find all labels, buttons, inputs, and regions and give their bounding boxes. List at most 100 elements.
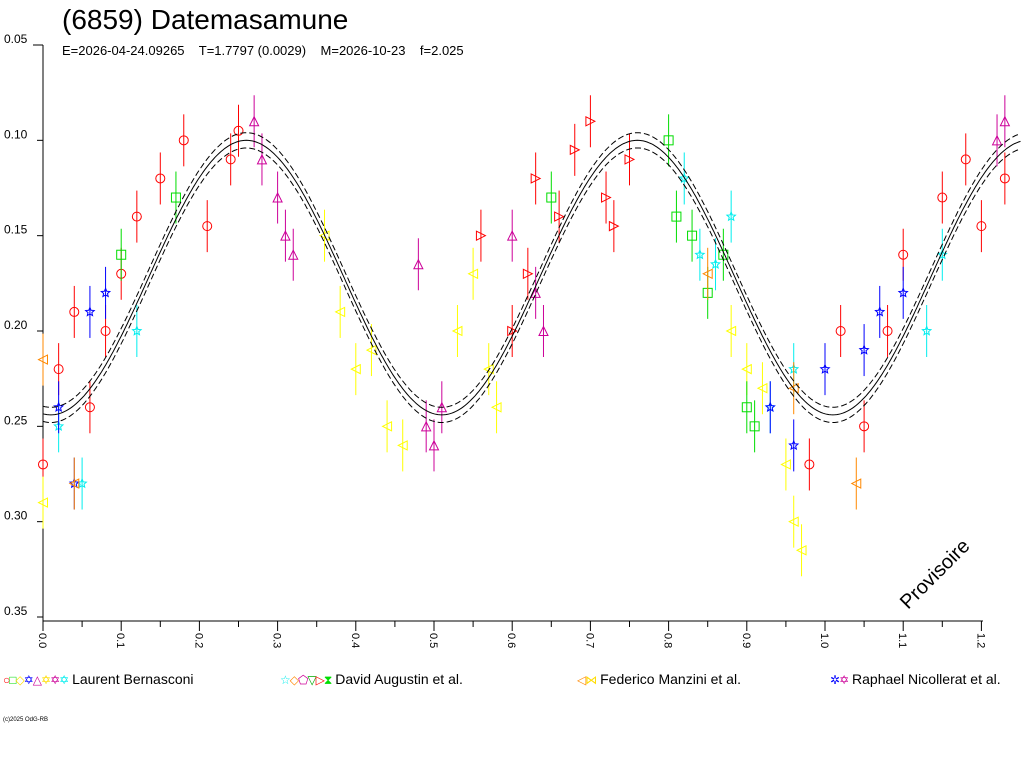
x-tick-label: 1.1 bbox=[896, 633, 908, 648]
data-point bbox=[490, 401, 502, 413]
data-point bbox=[467, 268, 479, 280]
legend-entry-2: ◁⋈ Federico Manzini et al. bbox=[577, 671, 741, 687]
data-point bbox=[546, 192, 557, 203]
data-point bbox=[53, 364, 64, 375]
legend-symbol: ⧗ bbox=[323, 673, 333, 687]
y-tick-label: 0.20 bbox=[4, 318, 28, 332]
data-point bbox=[859, 421, 870, 432]
data-point bbox=[678, 172, 690, 184]
data-point bbox=[819, 363, 831, 374]
y-tick-label: 0.25 bbox=[4, 413, 28, 427]
data-point bbox=[788, 382, 799, 394]
y-tick-label: 0.35 bbox=[4, 604, 28, 618]
data-point bbox=[601, 192, 612, 203]
x-tick-label: 0.4 bbox=[349, 633, 361, 648]
data-point bbox=[976, 221, 987, 232]
legend-symbol: ✡ bbox=[23, 673, 34, 687]
data-point bbox=[334, 306, 346, 318]
data-point bbox=[780, 459, 791, 470]
fit-curve bbox=[42, 147, 1021, 423]
series-green bbox=[116, 114, 760, 453]
data-point bbox=[835, 326, 846, 336]
copyright: (c)2025 OdG-RB bbox=[3, 717, 49, 723]
legend-symbol: ✡ bbox=[41, 673, 51, 687]
y-tick-label: 0.30 bbox=[4, 509, 28, 523]
data-point bbox=[795, 544, 807, 556]
data-point bbox=[178, 135, 189, 146]
data-point bbox=[671, 211, 682, 222]
legend-symbol: ✡ bbox=[59, 673, 69, 687]
x-tick-label: 0.3 bbox=[271, 633, 283, 648]
data-point bbox=[694, 248, 706, 260]
data-point bbox=[991, 134, 1003, 146]
data-point bbox=[874, 306, 886, 317]
x-tick-label: 0.2 bbox=[192, 633, 204, 648]
data-point bbox=[663, 135, 674, 146]
x-tick-label: 0.7 bbox=[583, 633, 595, 648]
legend-symbols: ✲✡ bbox=[830, 673, 849, 687]
legend-symbol: ○ bbox=[3, 673, 10, 687]
data-point bbox=[788, 439, 800, 451]
data-point bbox=[69, 306, 80, 317]
legend-symbols: ☆◇⬠▽▷⧗ bbox=[280, 673, 333, 687]
data-point bbox=[233, 125, 244, 136]
legend-symbol: ◇ bbox=[289, 673, 299, 687]
legend-symbol: □ bbox=[9, 673, 16, 687]
data-point bbox=[850, 478, 862, 489]
legend-symbol: ▷ bbox=[315, 673, 325, 687]
data-point bbox=[155, 173, 166, 184]
legend-label: David Augustin et al. bbox=[335, 671, 463, 687]
x-tick-label: 1.2 bbox=[974, 633, 986, 648]
legend-symbols: ◁⋈ bbox=[577, 673, 597, 687]
data-point bbox=[413, 258, 424, 270]
series-orange bbox=[37, 247, 862, 510]
data-point bbox=[451, 325, 463, 337]
data-point bbox=[882, 326, 893, 336]
series-red-circles bbox=[38, 104, 1010, 491]
legend-symbol: ☆ bbox=[280, 673, 291, 687]
data-point bbox=[428, 439, 440, 451]
data-point bbox=[256, 153, 268, 165]
data-point bbox=[756, 382, 768, 394]
data-point bbox=[530, 173, 542, 184]
legend-entry-0: ○□◇✡△✡✡✡ Laurent Bernasconi bbox=[3, 671, 194, 687]
legend-symbol: ✡ bbox=[839, 673, 849, 687]
data-point bbox=[37, 497, 48, 508]
series-red-triangles bbox=[475, 95, 636, 357]
chart-title: (6859) Datemasamune bbox=[62, 4, 349, 35]
legend-symbol: ✲ bbox=[830, 673, 840, 687]
fit-curve bbox=[42, 132, 1021, 408]
data-point bbox=[350, 363, 361, 375]
data-point bbox=[84, 402, 95, 413]
x-tick-label: 1.0 bbox=[818, 633, 830, 648]
data-point bbox=[397, 440, 408, 451]
data-point bbox=[538, 325, 549, 336]
data-point bbox=[554, 211, 565, 222]
data-point bbox=[999, 115, 1011, 127]
data-point bbox=[749, 421, 760, 432]
data-point bbox=[624, 154, 636, 165]
data-point bbox=[170, 192, 181, 203]
legend-symbol: ⬠ bbox=[298, 673, 308, 687]
data-point bbox=[280, 230, 291, 241]
data-point bbox=[687, 230, 698, 241]
data-point bbox=[100, 326, 111, 336]
x-tick-label: 0.5 bbox=[427, 633, 439, 648]
x-tick-label: 0.8 bbox=[662, 633, 674, 648]
legend-symbol: △ bbox=[32, 673, 42, 687]
data-point bbox=[116, 249, 127, 260]
data-point bbox=[202, 221, 213, 232]
data-point bbox=[585, 115, 597, 127]
y-tick-label: 0.05 bbox=[4, 32, 28, 46]
data-point bbox=[608, 220, 620, 232]
x-tick-label: 0.6 bbox=[505, 633, 517, 648]
x-tick-label: 0.1 bbox=[114, 633, 126, 648]
series-cyan bbox=[53, 152, 948, 510]
data-point bbox=[318, 230, 330, 241]
y-tick-label: 0.15 bbox=[4, 223, 28, 237]
legend-entry-1: ☆◇⬠▽▷⧗ David Augustin et al. bbox=[280, 671, 463, 688]
data-point bbox=[858, 344, 870, 355]
data-point bbox=[37, 354, 48, 365]
series-yellow bbox=[37, 209, 807, 577]
